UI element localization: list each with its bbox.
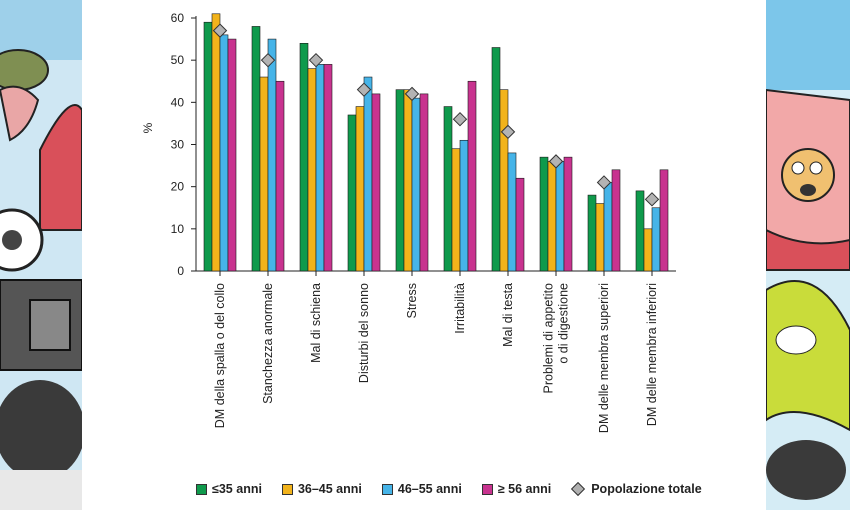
bar: [587, 194, 597, 272]
bar: [539, 156, 549, 272]
x-tick-label: Mal di testa: [501, 283, 515, 347]
total-marker: [212, 23, 228, 38]
bar: [371, 93, 381, 272]
total-marker: [596, 175, 612, 190]
total-marker: [452, 111, 468, 127]
y-tick-label: 60: [171, 11, 185, 25]
x-tick-label: o di digestione: [557, 283, 571, 364]
legend-swatch: [381, 483, 393, 495]
legend-swatch: [481, 483, 493, 495]
driver-car-illustration: [766, 0, 850, 510]
total-markers: [212, 23, 660, 207]
total-marker: [356, 82, 372, 97]
legend-item-total: Popolazione totale: [571, 481, 702, 497]
total-marker: [500, 124, 516, 140]
cyclist-car-illustration: [0, 0, 82, 510]
legend-label: 36–45 anni: [297, 482, 362, 496]
total-marker: [260, 52, 276, 68]
bar: [211, 13, 221, 272]
legend-label: ≥ 56 anni: [497, 482, 552, 496]
x-tick-label: DM della spalla o del collo: [213, 283, 227, 428]
bar: [315, 64, 325, 272]
total-marker: [308, 52, 324, 68]
bar: [395, 89, 405, 272]
bar: [467, 80, 477, 272]
bar: [259, 76, 269, 272]
bar: [411, 97, 421, 272]
bar: [595, 203, 605, 272]
bar: [307, 68, 317, 272]
bar: [603, 182, 613, 272]
bar: [203, 21, 213, 272]
legend-swatch: [281, 483, 293, 495]
bar: [251, 26, 261, 272]
y-tick-label: 20: [171, 180, 185, 194]
bar: [419, 93, 429, 272]
bar: [267, 38, 277, 272]
x-tick-label: DM delle membra inferiori: [645, 283, 659, 426]
legend-label: ≤35 anni: [212, 482, 262, 496]
legend-item-s2: 46–55 anni: [381, 482, 462, 496]
x-tick-label: Irritabilità: [453, 283, 467, 334]
x-tick-label: Stanchezza anormale: [261, 283, 275, 404]
bar: [555, 161, 565, 272]
x-tick-label: Disturbi del sonno: [357, 283, 371, 383]
x-tick-label: Mal di schiena: [309, 283, 323, 363]
bar: [451, 148, 461, 272]
bar: [491, 47, 501, 272]
bar: [611, 169, 621, 272]
x-tick-label: Problemi di appetito: [542, 283, 556, 394]
legend-diamond: [571, 481, 586, 497]
y-axis-label: %: [141, 122, 155, 133]
bar: [323, 64, 333, 272]
bar: [635, 190, 645, 272]
bar: [563, 156, 573, 272]
bar: [363, 76, 373, 272]
x-tick-label: DM delle membra superiori: [597, 283, 611, 433]
y-tick-label: 40: [171, 95, 185, 109]
bars: [203, 13, 669, 272]
legend-swatch: [196, 483, 207, 495]
bar: [507, 152, 517, 272]
x-tick-label: Stress: [405, 283, 419, 318]
y-tick-label: 50: [171, 53, 185, 67]
left-illustration: [0, 0, 82, 510]
bar: [403, 89, 413, 272]
legend-label: Popolazione totale: [591, 482, 702, 496]
total-marker: [644, 192, 660, 207]
y-tick-label: 30: [171, 138, 185, 152]
total-marker: [548, 154, 564, 169]
y-tick-label: 10: [171, 222, 185, 236]
bar: [651, 207, 661, 272]
legend-item-s3: ≥ 56 anni: [481, 482, 552, 496]
legend-label: 46–55 anni: [397, 482, 462, 496]
legend-item-s1: 36–45 anni: [281, 482, 362, 496]
legend-item-s0: ≤35 anni: [196, 482, 262, 496]
bar: [347, 114, 357, 272]
bar: [547, 161, 557, 272]
bar: [227, 38, 237, 272]
right-illustration: [766, 0, 850, 510]
bar: [515, 177, 525, 272]
bar: [459, 139, 469, 272]
y-tick-label: 0: [177, 264, 184, 278]
bar: [219, 34, 229, 272]
bar: [355, 106, 365, 272]
bar: [443, 106, 453, 272]
bar: [659, 169, 669, 272]
bar: [499, 89, 509, 272]
bar: [299, 42, 309, 272]
legend: ≤35 anni 36–45 anni 46–55 anni ≥ 56 anni…: [196, 480, 722, 498]
x-axis-labels: DM della spalla o del collo Stanchezza an…: [213, 271, 659, 433]
bar: [643, 228, 653, 272]
bar: [275, 80, 285, 272]
total-marker: [404, 86, 420, 102]
